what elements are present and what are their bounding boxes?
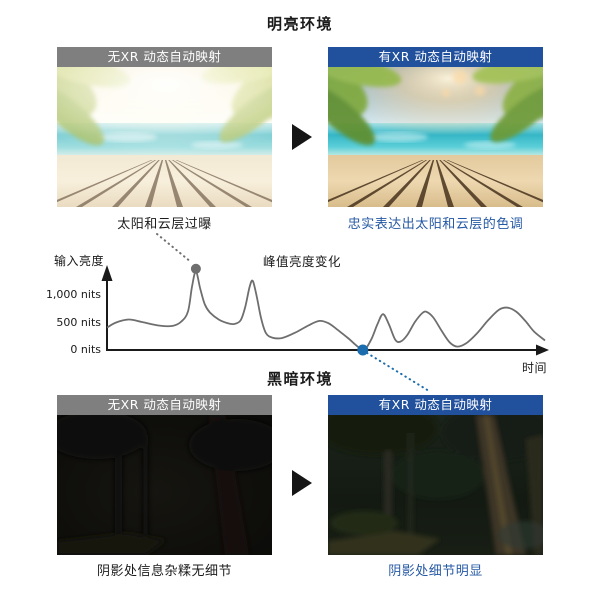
bright-after-panel: 有XR 动态自动映射 [328, 47, 543, 207]
ytick-1000: 1,000 nits [45, 288, 101, 301]
chart-y-axis-label: 输入亮度 [54, 254, 105, 268]
dark-section-title: 黑暗环境 [266, 370, 333, 388]
dark-detail-dot [357, 344, 369, 356]
x-axis-arrow-icon [536, 344, 549, 356]
forest-photo-crushed-shadows [57, 415, 272, 555]
forest-photo-detailed-shadows [328, 415, 543, 555]
chart-x-axis-label: 时间 [522, 361, 548, 375]
ytick-0: 0 nits [70, 343, 101, 356]
dark-before-panel: 无XR 动态自动映射 [57, 395, 272, 555]
bright-after-header: 有XR 动态自动映射 [328, 47, 543, 67]
bright-before-caption: 太阳和云层过曝 [117, 217, 212, 232]
arrow-right-icon [292, 470, 312, 496]
dark-before-header: 无XR 动态自动映射 [57, 395, 272, 415]
bright-section-title: 明亮环境 [266, 15, 333, 33]
overexposed-peak-dot [190, 263, 201, 274]
dark-after-caption: 阴影处细节明显 [388, 564, 483, 579]
dark-after-header: 有XR 动态自动映射 [328, 395, 543, 415]
bright-before-header: 无XR 动态自动映射 [57, 47, 272, 67]
ytick-500: 500 nits [56, 316, 101, 329]
bright-before-panel: 无XR 动态自动映射 [57, 47, 272, 207]
dark-after-panel: 有XR 动态自动映射 [328, 395, 543, 555]
brightness-curve [106, 270, 546, 351]
arrow-right-icon [292, 124, 312, 150]
beach-photo-tonemapped [328, 67, 543, 207]
bright-after-caption: 忠实表达出太阳和云层的色调 [347, 217, 524, 232]
chart-title: 峰值亮度变化 [263, 254, 342, 269]
overexposure-leader-line [156, 233, 192, 263]
beach-photo-overexposed [57, 67, 272, 207]
dark-before-caption: 阴影处信息杂糅无细节 [96, 564, 232, 579]
